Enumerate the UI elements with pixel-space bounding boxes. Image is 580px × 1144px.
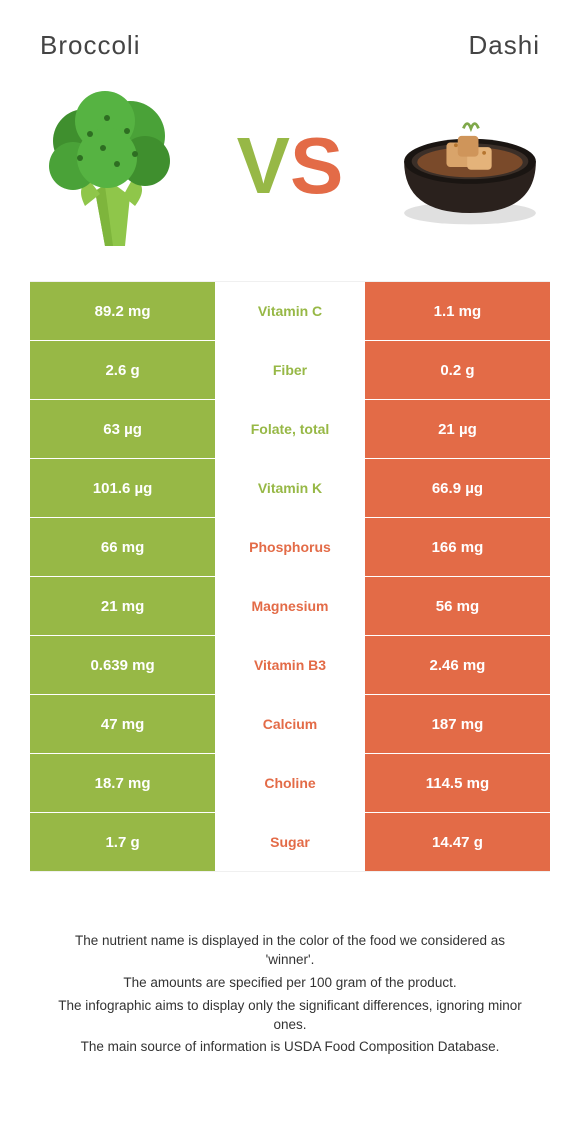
left-value-cell: 2.6 g: [30, 341, 215, 399]
title-row: Broccoli Dashi: [20, 30, 560, 61]
broccoli-icon: [30, 81, 190, 251]
footer-notes: The nutrient name is displayed in the co…: [20, 932, 560, 1057]
vs-label: VS: [237, 126, 344, 206]
left-value-cell: 21 mg: [30, 577, 215, 635]
table-row: 1.7 gSugar14.47 g: [30, 813, 550, 871]
right-value-cell: 14.47 g: [365, 813, 550, 871]
right-value-cell: 166 mg: [365, 518, 550, 576]
left-value-cell: 101.6 µg: [30, 459, 215, 517]
table-row: 63 µgFolate, total21 µg: [30, 400, 550, 459]
right-value-cell: 114.5 mg: [365, 754, 550, 812]
nutrient-label-cell: Vitamin K: [215, 459, 365, 517]
table-row: 21 mgMagnesium56 mg: [30, 577, 550, 636]
right-value-cell: 1.1 mg: [365, 282, 550, 340]
table-row: 89.2 mgVitamin C1.1 mg: [30, 282, 550, 341]
nutrient-label-cell: Sugar: [215, 813, 365, 871]
right-value-cell: 187 mg: [365, 695, 550, 753]
right-value-cell: 66.9 µg: [365, 459, 550, 517]
dashi-bowl-icon: [390, 81, 550, 251]
left-value-cell: 47 mg: [30, 695, 215, 753]
nutrient-label-cell: Folate, total: [215, 400, 365, 458]
left-value-cell: 0.639 mg: [30, 636, 215, 694]
nutrient-label-cell: Phosphorus: [215, 518, 365, 576]
right-value-cell: 2.46 mg: [365, 636, 550, 694]
right-value-cell: 56 mg: [365, 577, 550, 635]
right-food-title: Dashi: [469, 30, 540, 61]
vs-s-letter: S: [290, 126, 343, 206]
nutrient-label-cell: Vitamin C: [215, 282, 365, 340]
table-row: 47 mgCalcium187 mg: [30, 695, 550, 754]
footer-line-2: The amounts are specified per 100 gram o…: [50, 974, 530, 993]
nutrient-label-cell: Calcium: [215, 695, 365, 753]
vs-v-letter: V: [237, 126, 290, 206]
table-row: 18.7 mgCholine114.5 mg: [30, 754, 550, 813]
left-value-cell: 18.7 mg: [30, 754, 215, 812]
right-value-cell: 21 µg: [365, 400, 550, 458]
nutrient-label-cell: Magnesium: [215, 577, 365, 635]
left-value-cell: 89.2 mg: [30, 282, 215, 340]
left-food-title: Broccoli: [40, 30, 140, 61]
nutrient-label-cell: Choline: [215, 754, 365, 812]
nutrient-label-cell: Vitamin B3: [215, 636, 365, 694]
comparison-table: 89.2 mgVitamin C1.1 mg2.6 gFiber0.2 g63 …: [30, 281, 550, 872]
footer-line-4: The main source of information is USDA F…: [50, 1038, 530, 1057]
table-row: 66 mgPhosphorus166 mg: [30, 518, 550, 577]
table-row: 2.6 gFiber0.2 g: [30, 341, 550, 400]
left-value-cell: 1.7 g: [30, 813, 215, 871]
table-row: 101.6 µgVitamin K66.9 µg: [30, 459, 550, 518]
table-row: 0.639 mgVitamin B32.46 mg: [30, 636, 550, 695]
footer-line-1: The nutrient name is displayed in the co…: [50, 932, 530, 970]
right-value-cell: 0.2 g: [365, 341, 550, 399]
left-value-cell: 66 mg: [30, 518, 215, 576]
footer-line-3: The infographic aims to display only the…: [50, 997, 530, 1035]
hero-row: VS: [30, 81, 550, 251]
nutrient-label-cell: Fiber: [215, 341, 365, 399]
left-value-cell: 63 µg: [30, 400, 215, 458]
